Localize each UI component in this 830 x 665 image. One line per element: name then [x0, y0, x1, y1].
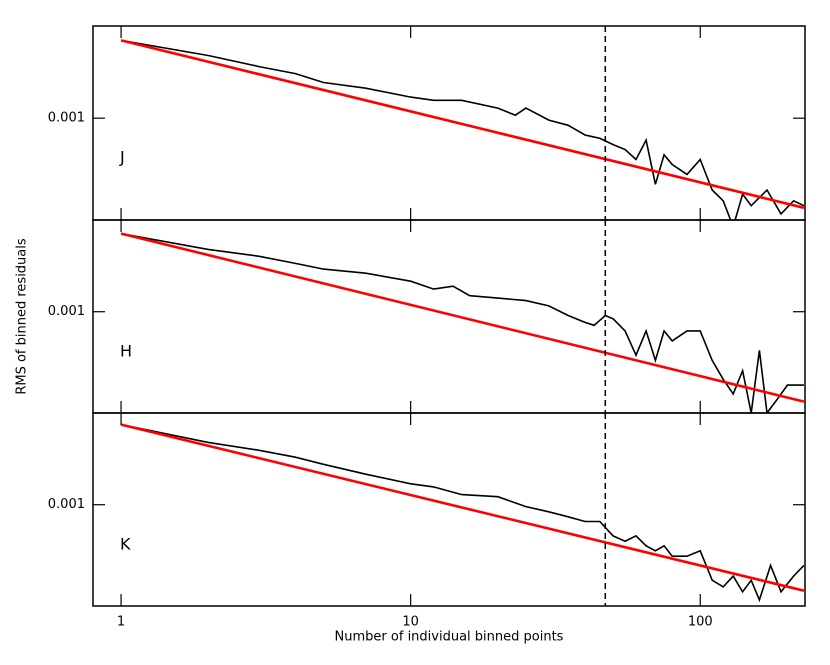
- x-tick-label: 1: [117, 615, 125, 630]
- plot-area: [120, 232, 805, 413]
- panel-label: H: [120, 342, 132, 361]
- data-line: [120, 232, 804, 413]
- plot-area: [120, 39, 805, 220]
- data-line: [120, 39, 805, 210]
- data-line: [120, 39, 805, 220]
- y-tick-label: 0.001: [48, 304, 85, 319]
- y-tick-label: 0.001: [48, 497, 85, 512]
- x-axis-label: Number of individual binned points: [335, 630, 564, 645]
- data-line: [120, 232, 805, 403]
- panel-frame: [92, 412, 806, 607]
- data-line: [120, 423, 805, 603]
- panel-label: K: [120, 535, 131, 554]
- y-tick-label: 0.001: [48, 111, 85, 126]
- panel-label: J: [119, 148, 125, 167]
- x-tick-label: 10: [402, 615, 419, 630]
- plot-area: [120, 423, 805, 603]
- panel-frame: [92, 25, 806, 221]
- data-line: [120, 423, 805, 592]
- x-tick-label: 100: [688, 615, 713, 630]
- y-axis-label: RMS of binned residuals: [15, 238, 30, 395]
- panel-frame: [92, 219, 806, 414]
